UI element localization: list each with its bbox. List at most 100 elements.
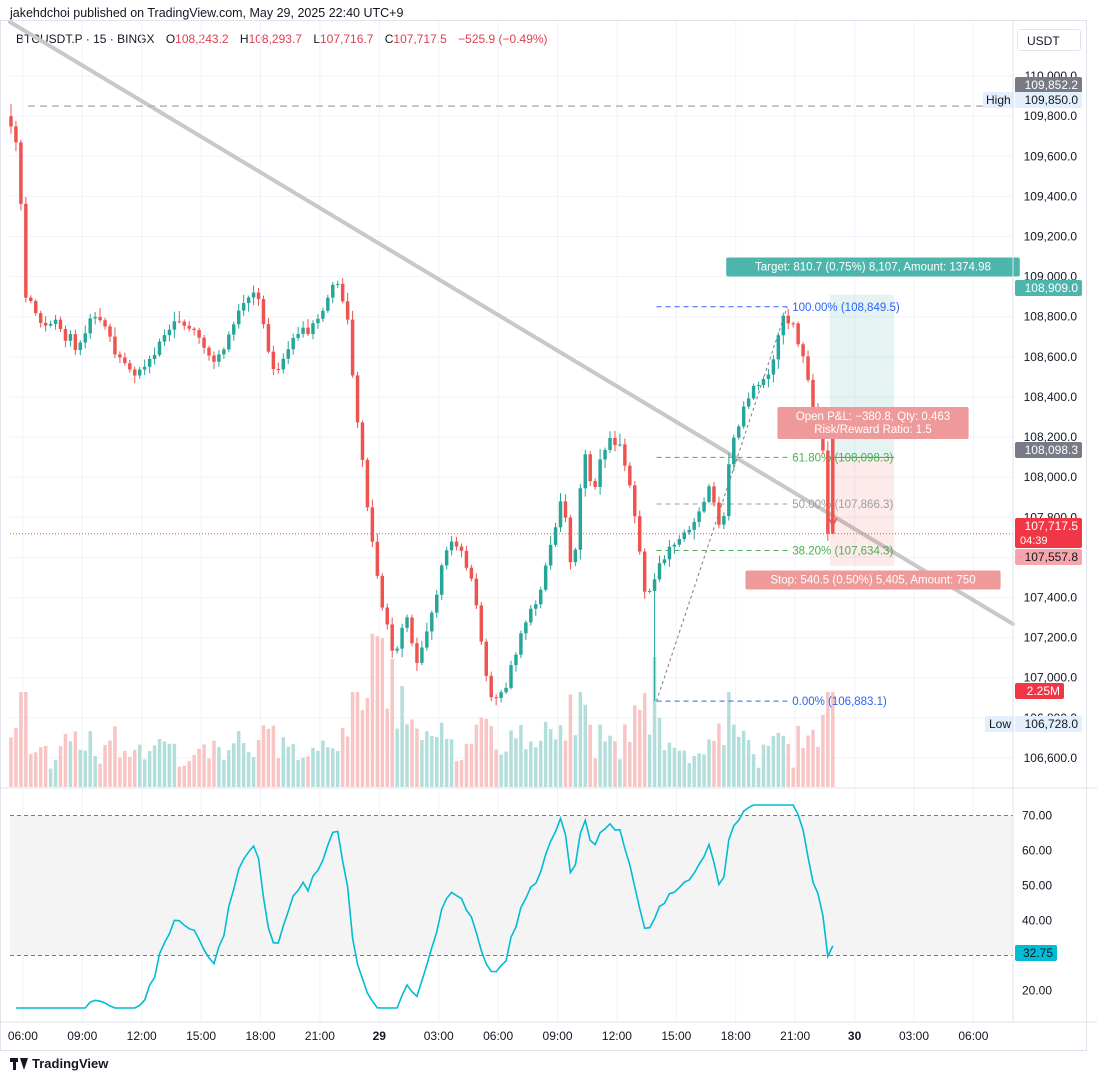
candle [108, 323, 112, 342]
candle [58, 316, 63, 333]
target-price-tag: 108,909.0 [1015, 280, 1082, 296]
candle-body [19, 142, 23, 204]
symbol-label[interactable]: BTCUSDT.P · 15 · BINGX [16, 32, 155, 46]
currency-selector[interactable]: USDT [1017, 29, 1081, 51]
candle-body [345, 301, 350, 320]
stop-zone [829, 457, 895, 566]
candle [633, 481, 637, 524]
candle [43, 316, 48, 332]
candle [534, 600, 538, 616]
time-tick-label: 21:00 [780, 1029, 810, 1043]
last-price-text: 107,717.5 [1025, 519, 1079, 533]
pnl-label-text: Risk/Reward Ratio: 1.5 [814, 424, 932, 436]
candle-body [588, 454, 592, 482]
candle-body [241, 303, 246, 311]
candle-body [425, 631, 429, 648]
candle [746, 392, 751, 409]
volume-bar [276, 758, 281, 787]
candle-body [390, 624, 394, 651]
volume-bar [227, 750, 231, 787]
candle [286, 341, 290, 365]
volume-bar [172, 743, 177, 787]
rsi-tick-label: 40.00 [1022, 914, 1052, 928]
volume-bar [746, 740, 751, 787]
candle [786, 309, 790, 330]
candle [469, 564, 474, 582]
pnl-label-text: Open P&L: −380.8, Qty: 0.463 [796, 411, 950, 423]
candle [157, 338, 162, 357]
candle [608, 431, 612, 453]
candle-body [796, 323, 800, 345]
candle-body [444, 550, 449, 566]
candle-body [123, 357, 127, 364]
candles [9, 104, 835, 706]
pnl-label-bg [777, 407, 969, 439]
volume-bar [301, 757, 305, 787]
candle [182, 319, 186, 330]
candle-body [623, 444, 627, 466]
price-tick-label: 109,200.0 [1024, 229, 1078, 243]
tradingview-logo-icon [10, 1057, 28, 1070]
price-tick-label: 108,600.0 [1024, 350, 1078, 364]
entry-price-tag-text: 108,098.3 [1025, 443, 1079, 457]
volume-bar [534, 747, 538, 787]
candle [598, 448, 602, 495]
candle-body [578, 488, 583, 550]
candle [444, 546, 449, 570]
volume-bar [410, 719, 414, 787]
volume-bar [380, 638, 385, 787]
rsi-tick-label: 70.00 [1022, 809, 1052, 823]
candle-body [717, 502, 721, 525]
candle [420, 640, 424, 666]
candle [390, 617, 394, 658]
candle-body [519, 633, 523, 655]
time-tick-label: 03:00 [424, 1029, 454, 1043]
candle [637, 510, 642, 555]
candle-body [756, 384, 761, 386]
candle [741, 401, 746, 429]
volume-bar [232, 743, 236, 787]
candle [756, 381, 761, 391]
volume-bar [375, 636, 380, 787]
volume-bar [687, 763, 691, 787]
candle-body [108, 326, 112, 337]
volume-bar [652, 657, 657, 787]
candle [553, 522, 558, 547]
candle-body [563, 501, 568, 518]
volume-bar [326, 747, 330, 787]
candle [271, 345, 276, 376]
candle-body [766, 374, 771, 379]
candle-body [103, 320, 107, 327]
candle [464, 545, 469, 571]
candle-body [504, 687, 508, 693]
volume-bar [811, 729, 815, 787]
candle-body [509, 665, 513, 688]
candle [682, 529, 687, 542]
candle-body [771, 359, 776, 375]
candle-body [692, 521, 696, 530]
candle [217, 350, 221, 367]
last-price-tag: 107,717.5 04:39 [1015, 518, 1082, 548]
volume-bar [494, 749, 498, 787]
candle-body [192, 328, 196, 331]
volume-bar [831, 692, 835, 787]
candle [350, 310, 355, 378]
candle [385, 603, 389, 630]
volume-bar [756, 767, 761, 787]
volume-bar [261, 725, 266, 787]
candle [73, 329, 78, 355]
candle [712, 481, 716, 507]
volume-bar [826, 692, 830, 787]
volume-bar [667, 742, 672, 787]
candle-body [514, 654, 518, 666]
volume-bar [405, 724, 409, 787]
candle-body [142, 366, 147, 370]
candle [241, 294, 246, 316]
candle-body [603, 449, 607, 460]
volume-bar [677, 750, 682, 787]
candle [722, 512, 726, 530]
candle [14, 120, 18, 152]
volume-bar [311, 747, 315, 787]
ohlc-legend: BTCUSDT.P · 15 · BINGX O108,243.2 H108,2… [16, 32, 548, 46]
